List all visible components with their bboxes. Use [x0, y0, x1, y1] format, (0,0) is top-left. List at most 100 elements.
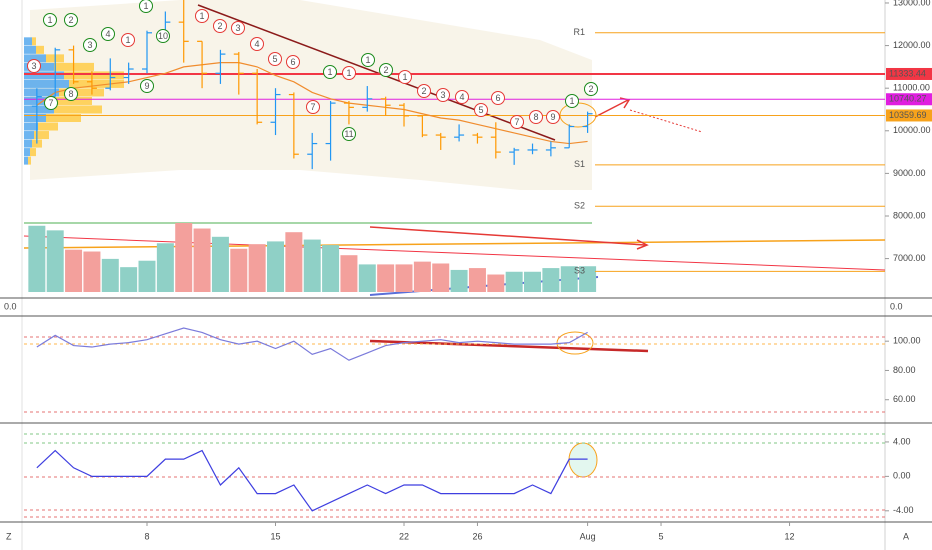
- volume-bar: [505, 271, 523, 292]
- price-tag-label: 10740.27: [889, 94, 927, 104]
- td-label: 1: [125, 35, 130, 45]
- td-label: 1: [47, 15, 52, 25]
- trend-line: [369, 339, 649, 353]
- x-tick-label: 5: [659, 531, 664, 541]
- td-circle: [342, 66, 356, 80]
- td-circle: [323, 65, 337, 79]
- arrow-head: [619, 97, 631, 109]
- volume-bar: [156, 243, 174, 292]
- highlight: [568, 442, 598, 478]
- profile-buy: [24, 139, 32, 148]
- volume-bar: [377, 264, 395, 292]
- volume-bar: [579, 266, 597, 292]
- td-circle: [379, 63, 393, 77]
- td-label: 1: [569, 96, 574, 106]
- volume-bar: [395, 264, 413, 292]
- td-label: 6: [495, 93, 500, 103]
- trend-line: [23, 235, 886, 271]
- volume-bar: [248, 244, 266, 292]
- volume-bar: [101, 258, 119, 292]
- volume-bar: [193, 228, 211, 292]
- td-circle: [455, 90, 469, 104]
- td-circle: [510, 115, 524, 129]
- volume-bar: [450, 269, 468, 292]
- volume-bar: [230, 248, 248, 292]
- price-tag: [886, 93, 932, 106]
- td-label: 4: [105, 29, 110, 39]
- separator-label: 0.0: [890, 301, 903, 311]
- volume-bar: [46, 230, 64, 292]
- td-circle: [156, 29, 170, 43]
- td-label: 2: [421, 86, 426, 96]
- td-circle: [43, 13, 57, 27]
- td-label: 7: [48, 98, 53, 108]
- td-circle: [83, 38, 97, 52]
- td-label: 8: [68, 89, 73, 99]
- profile-sell: [34, 131, 49, 140]
- price-tag: [886, 67, 932, 80]
- td-label: 5: [478, 105, 483, 115]
- td-label: 1: [199, 11, 204, 21]
- td-label: 1: [143, 1, 148, 11]
- y-tick-label: 12000.00: [893, 40, 931, 50]
- volume-bar: [211, 236, 229, 292]
- td-label: 3: [440, 90, 445, 100]
- volume-bar: [340, 255, 358, 292]
- x-tick-label: 22: [399, 531, 409, 541]
- pivot-label: R1: [573, 27, 585, 37]
- td-label: 9: [550, 112, 555, 122]
- y-tick-label: 8000.00: [893, 210, 926, 220]
- volume-bar: [175, 223, 193, 292]
- osc-tick-label: -4.00: [893, 505, 914, 515]
- corner-label[interactable]: Z: [6, 531, 12, 541]
- td-circle: [546, 110, 560, 124]
- arrow-head: [636, 239, 649, 250]
- td-label: 5: [272, 54, 277, 64]
- td-circle: [250, 37, 264, 51]
- volume-bar: [560, 266, 578, 292]
- band-fill: [30, 0, 592, 190]
- volume-bar: [285, 232, 303, 292]
- volume-bar: [65, 249, 83, 292]
- y-tick-label: 11000.00: [893, 83, 930, 93]
- volume-bar: [267, 241, 285, 292]
- td-label: 10: [158, 31, 168, 41]
- volume-bar: [468, 268, 486, 292]
- profile-sell: [30, 148, 36, 157]
- td-label: 1: [402, 72, 407, 82]
- profile-buy: [24, 54, 46, 63]
- td-circle: [342, 127, 356, 141]
- volume-bar: [303, 239, 321, 292]
- pivot-label: S1: [574, 159, 585, 169]
- td-label: 2: [588, 84, 593, 94]
- td-label: 1: [365, 55, 370, 65]
- profile-buy: [24, 114, 46, 123]
- osc-tick-label: 4.00: [893, 436, 911, 446]
- volume-bar: [28, 225, 46, 292]
- separator-label: 0.0: [4, 301, 17, 311]
- rsi-line: [36, 327, 588, 361]
- volume-bar: [120, 267, 138, 292]
- td-label: 1: [346, 68, 351, 78]
- td-circle: [44, 96, 58, 110]
- td-circle: [361, 53, 375, 67]
- td-label: 7: [514, 117, 519, 127]
- td-label: 11: [344, 129, 353, 139]
- td-label: 2: [68, 15, 73, 25]
- y-tick-label: 9000.00: [893, 168, 926, 178]
- td-circle: [529, 110, 543, 124]
- x-tick-label: 8: [144, 531, 149, 541]
- price-tag: [886, 109, 932, 122]
- volume-bar: [542, 268, 560, 292]
- td-circle: [306, 100, 320, 114]
- profile-sell: [28, 156, 31, 165]
- profile-buy: [24, 45, 36, 54]
- td-circle: [195, 9, 209, 23]
- td-circle: [491, 91, 505, 105]
- corner-label[interactable]: A: [903, 531, 909, 541]
- td-circle: [565, 94, 579, 108]
- price-tag-label: 11333.44: [889, 68, 926, 78]
- profile-sell: [59, 88, 104, 97]
- td-circle: [64, 13, 78, 27]
